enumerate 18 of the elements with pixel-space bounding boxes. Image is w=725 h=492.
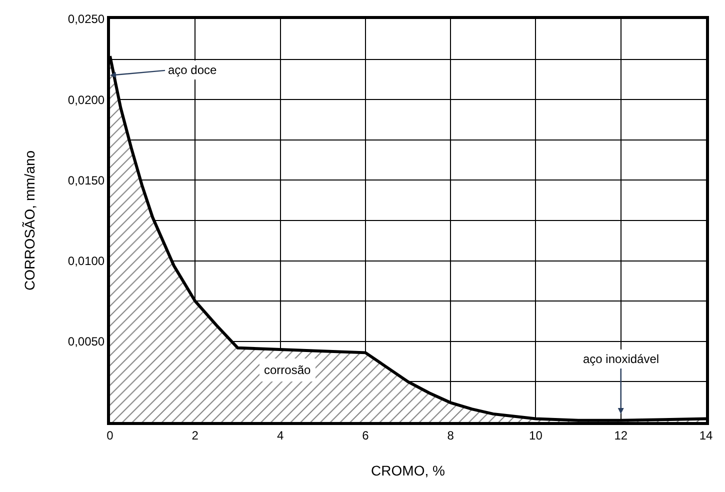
x-tick-label: 14 <box>699 428 713 442</box>
annotation: corrosão <box>264 363 312 377</box>
x-tick-label: 0 <box>106 428 114 442</box>
annotation: aço inoxidável <box>583 352 660 366</box>
x-tick-label: 12 <box>614 428 628 442</box>
y-axis-title: CORROSÃO, mm/ano <box>21 150 38 291</box>
x-tick-label: 6 <box>362 428 370 442</box>
y-tick-label: 0,0100 <box>68 254 105 268</box>
y-tick-label: 0,0050 <box>68 334 105 349</box>
x-tick-label: 8 <box>447 428 454 442</box>
x-tick-label: 4 <box>276 428 284 442</box>
x-tick-label: 2 <box>192 428 199 442</box>
annotation: aço doce <box>168 63 218 77</box>
y-tick-label: 0,0200 <box>68 92 105 107</box>
y-tick-label: 0,0150 <box>68 173 105 188</box>
x-tick-label: 10 <box>529 428 543 442</box>
y-tick-label: 0,0250 <box>68 12 105 26</box>
x-axis-title: CROMO, % <box>371 462 445 479</box>
